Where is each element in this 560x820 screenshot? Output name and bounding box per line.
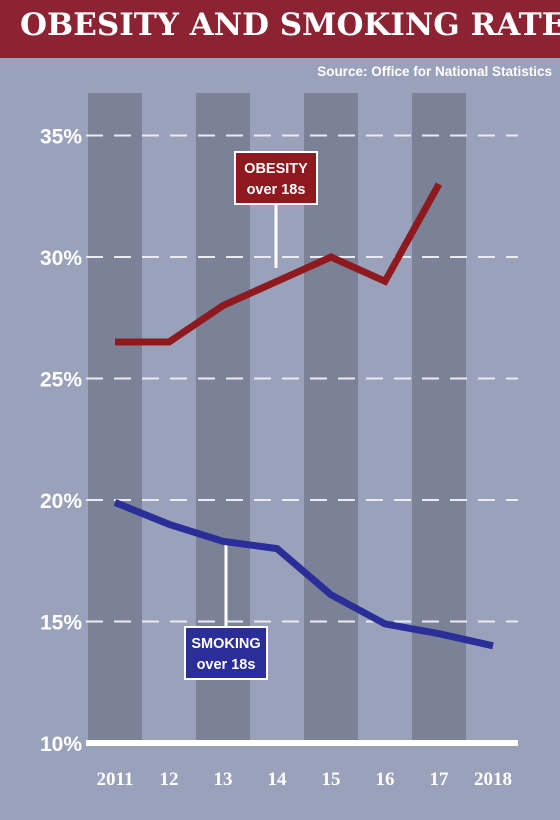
y-tick-label: 10% bbox=[40, 733, 82, 756]
series-labels: OBESITY over 18s SMOKING over 18s bbox=[184, 151, 318, 680]
obesity-label: OBESITY over 18s bbox=[234, 151, 318, 205]
y-tick-label: 30% bbox=[40, 247, 82, 270]
y-axis-labels: 10% 15% 20% 25% 30% 35% bbox=[40, 126, 82, 757]
x-axis-labels: 2011 12 13 14 15 16 17 2018 bbox=[97, 769, 512, 790]
series-lines bbox=[113, 182, 494, 650]
obesity-label-box bbox=[234, 151, 318, 205]
smoking-label: SMOKING over 18s bbox=[184, 626, 268, 680]
smoking-label-line2: over 18s bbox=[197, 657, 256, 673]
x-tick-label: 2018 bbox=[474, 769, 512, 790]
obesity-label-line1: OBESITY bbox=[244, 161, 308, 177]
x-tick-label: 14 bbox=[268, 769, 288, 790]
x-tick-label: 12 bbox=[160, 769, 179, 790]
y-tick-label: 35% bbox=[40, 126, 82, 149]
x-tick-label: 16 bbox=[376, 769, 395, 790]
y-tick-label: 20% bbox=[40, 490, 82, 513]
obesity-line bbox=[115, 182, 443, 346]
smoking-label-line1: SMOKING bbox=[191, 636, 260, 652]
label-connectors bbox=[224, 204, 278, 627]
x-tick-label: 15 bbox=[322, 769, 341, 790]
source-note: Source: Office for National Statistics bbox=[317, 64, 552, 79]
gridlines bbox=[86, 134, 518, 746]
smoking-label-box bbox=[184, 626, 268, 680]
title-bar: OBESITY AND SMOKING RATES bbox=[0, 0, 560, 58]
chart-title: OBESITY AND SMOKING RATES bbox=[20, 7, 560, 43]
obesity-label-line2: over 18s bbox=[247, 182, 306, 198]
smoking-line bbox=[113, 499, 494, 650]
y-tick-label: 25% bbox=[40, 369, 82, 392]
column-band-2011 bbox=[88, 93, 142, 742]
x-tick-label: 17 bbox=[430, 769, 450, 790]
x-tick-label: 2011 bbox=[97, 769, 134, 790]
y-tick-label: 15% bbox=[40, 612, 82, 635]
x-tick-label: 13 bbox=[214, 769, 233, 790]
